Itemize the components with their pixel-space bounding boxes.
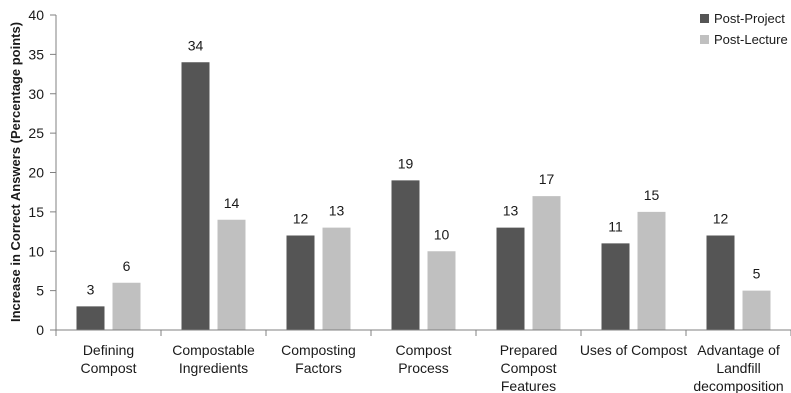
x-tick-label: decomposition xyxy=(693,378,783,393)
data-label: 15 xyxy=(644,187,660,203)
legend-swatch xyxy=(700,35,709,44)
y-tick-label: 15 xyxy=(28,204,44,220)
x-tick-label: Compost xyxy=(395,342,451,358)
bar-post-project xyxy=(706,235,735,330)
x-tick-label: Process xyxy=(398,360,449,376)
x-tick-label: Prepared xyxy=(500,342,558,358)
legend-label: Post-Lecture xyxy=(714,32,788,47)
y-axis-label: Increase in Correct Answers (Percentage … xyxy=(8,22,23,322)
x-tick-label: Composting xyxy=(281,342,356,358)
y-tick-label: 30 xyxy=(28,86,44,102)
x-tick-label: Advantage of xyxy=(697,342,780,358)
y-tick-label: 5 xyxy=(36,283,44,299)
x-tick-label: Factors xyxy=(295,360,342,376)
y-tick-label: 10 xyxy=(28,243,44,259)
y-tick-label: 35 xyxy=(28,46,44,62)
legend-swatch xyxy=(700,14,709,23)
bar-post-lecture xyxy=(532,196,561,330)
y-tick-label: 20 xyxy=(28,165,44,181)
x-tick-label: Features xyxy=(501,378,556,393)
data-label: 13 xyxy=(329,203,345,219)
x-tick-label: Compost xyxy=(80,360,136,376)
bar-post-lecture xyxy=(217,219,246,330)
bar-post-project xyxy=(601,243,630,330)
y-tick-label: 40 xyxy=(28,7,44,23)
data-label: 11 xyxy=(608,218,623,234)
bar-post-project xyxy=(286,235,315,330)
bar-post-lecture xyxy=(742,290,771,330)
data-label: 5 xyxy=(753,266,761,282)
x-tick-label: Ingredients xyxy=(179,360,248,376)
bar-post-lecture xyxy=(322,227,351,330)
data-label: 10 xyxy=(434,226,450,242)
data-label: 14 xyxy=(224,195,240,211)
x-tick-label: Uses of Compost xyxy=(580,342,687,358)
bar-post-project xyxy=(76,306,105,330)
x-tick-label: Defining xyxy=(83,342,134,358)
x-tick-label: Landfill xyxy=(716,360,760,376)
bar-post-project xyxy=(496,227,525,330)
y-tick-label: 25 xyxy=(28,125,44,141)
bar-post-lecture xyxy=(427,251,456,330)
data-label: 6 xyxy=(123,258,131,274)
data-label: 13 xyxy=(503,203,519,219)
data-label: 34 xyxy=(188,37,204,53)
data-label: 3 xyxy=(87,281,95,297)
data-label: 12 xyxy=(713,211,729,227)
legend-label: Post-Project xyxy=(714,11,785,26)
bar-post-lecture xyxy=(637,211,666,330)
data-label: 12 xyxy=(293,211,309,227)
bar-post-lecture xyxy=(112,282,141,330)
bar-post-project xyxy=(391,180,420,330)
x-tick-label: Compost xyxy=(500,360,556,376)
data-label: 17 xyxy=(539,171,555,187)
y-tick-label: 0 xyxy=(36,322,44,338)
data-label: 19 xyxy=(398,155,414,171)
x-tick-label: Compostable xyxy=(172,342,255,358)
bar-post-project xyxy=(181,62,210,330)
